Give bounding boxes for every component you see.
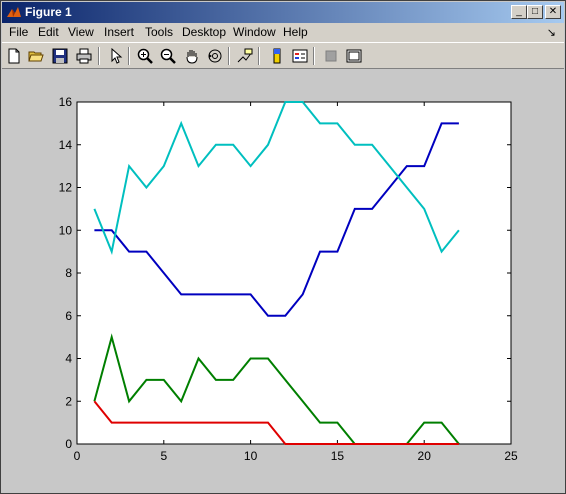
y-tick-label: 10 [59,223,73,237]
y-tick-label: 0 [65,437,72,451]
y-tick-label: 2 [65,394,72,408]
menu-edit[interactable]: Edit [38,25,59,39]
menu-bar: File Edit View Insert Tools Desktop Wind… [2,23,564,42]
dock-arrow-icon[interactable]: ↘ [546,27,556,39]
x-tick-label: 15 [331,449,345,463]
menu-window[interactable]: Window [233,25,276,39]
print-icon[interactable] [74,46,94,66]
zoom-in-icon[interactable] [135,46,155,66]
x-tick-label: 20 [418,449,432,463]
rotate-3d-icon[interactable] [205,46,225,66]
menu-desktop[interactable]: Desktop [182,25,227,39]
hide-plot-tools-icon[interactable] [321,46,341,66]
save-icon[interactable] [50,46,70,66]
x-tick-label: 25 [504,449,518,463]
window-title: Figure 1 [25,5,72,19]
x-tick-label: 0 [74,449,81,463]
series-line-4 [93,400,459,445]
menu-tools[interactable]: Tools [145,25,174,39]
menu-insert[interactable]: Insert [104,25,135,39]
toolbar-separator [228,47,230,65]
new-figure-icon[interactable] [4,46,24,66]
figure-canvas: 0 5 10 15 20 25 0 2 4 6 8 10 12 14 16 [2,69,564,493]
toolbar-separator [128,47,130,65]
x-tick-label: 5 [160,449,167,463]
axes-box [76,101,512,445]
pointer-icon[interactable] [106,46,126,66]
close-button[interactable]: ✕ [545,5,561,19]
y-tick-label: 4 [65,352,72,366]
colorbar-icon[interactable] [267,46,287,66]
menu-help[interactable]: Help [283,25,308,39]
series-line-2 [93,101,460,256]
title-bar[interactable]: Figure 1 _ □ ✕ [2,2,564,23]
y-tick-label: 14 [59,138,73,152]
toolbar-separator [98,47,100,65]
toolbar-separator [258,47,260,65]
y-tick-label: 6 [65,309,72,323]
matlab-icon [7,7,21,17]
data-cursor-icon[interactable] [235,46,255,66]
legend-icon[interactable] [290,46,310,66]
show-plot-tools-icon[interactable] [344,46,364,66]
toolbar-separator [313,47,315,65]
minimize-button[interactable]: _ [511,5,527,19]
figure-toolbar [2,42,564,69]
menu-file[interactable]: File [9,25,29,39]
menu-view[interactable]: View [68,25,94,39]
y-tick-label: 16 [59,95,73,109]
maximize-button[interactable]: □ [527,5,543,19]
x-tick-label: 10 [244,449,258,463]
open-file-icon[interactable] [26,46,46,66]
pan-hand-icon[interactable] [182,46,202,66]
plot-area[interactable]: 0 5 10 15 20 25 0 2 4 6 8 10 12 14 16 [2,69,564,493]
y-tick-label: 12 [59,181,73,195]
zoom-out-icon[interactable] [158,46,178,66]
y-tick-label: 8 [65,266,72,280]
